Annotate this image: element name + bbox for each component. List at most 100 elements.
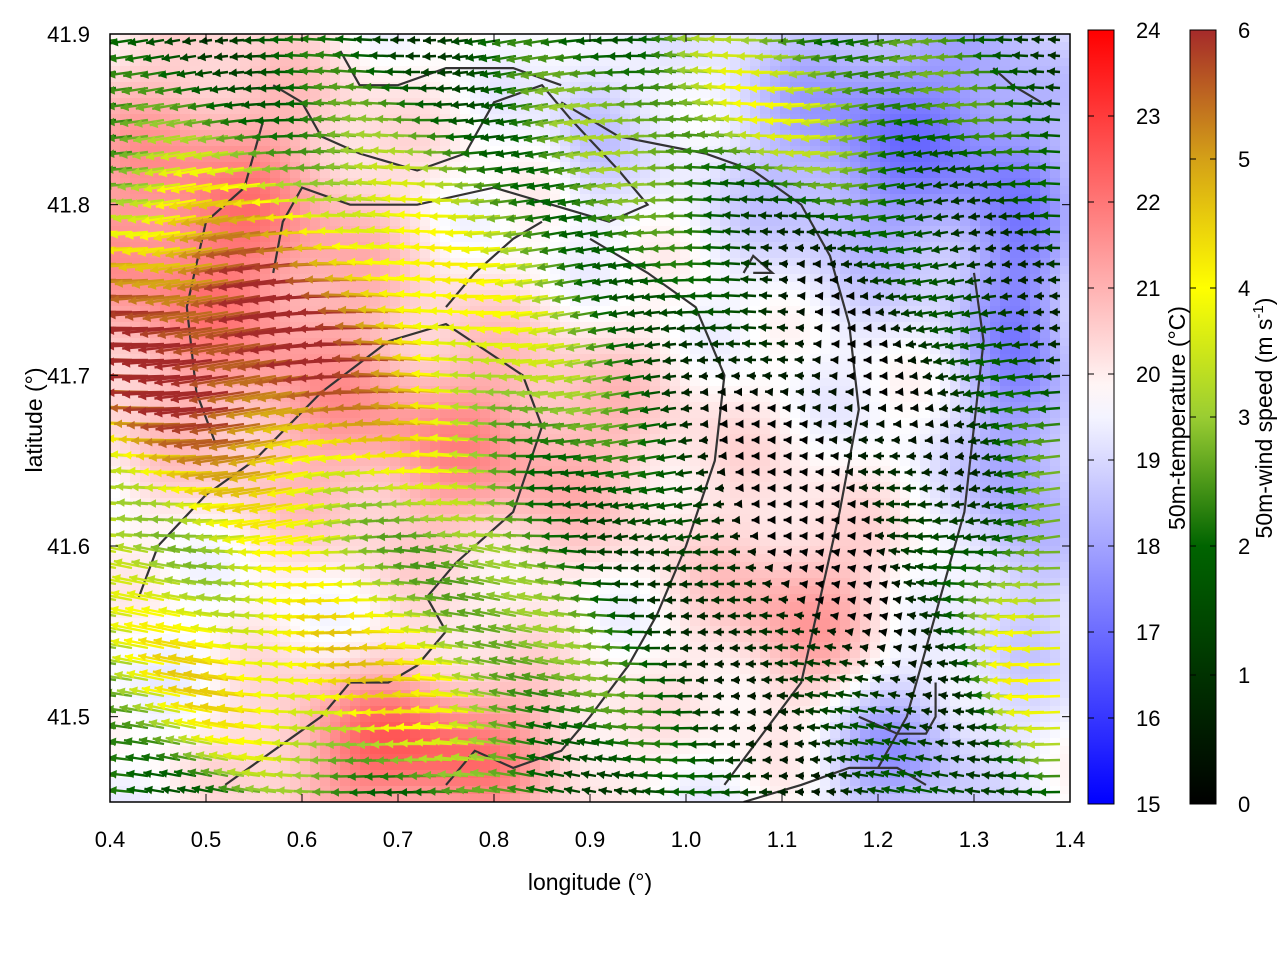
heatmap-cell <box>600 602 611 611</box>
heatmap-cell <box>110 330 121 339</box>
heatmap-cell <box>340 314 351 323</box>
heatmap-cell <box>180 650 191 659</box>
heatmap-cell <box>190 338 201 347</box>
heatmap-cell <box>360 410 371 419</box>
heatmap-cell <box>130 66 141 75</box>
heatmap-cell <box>180 530 191 539</box>
heatmap-cell <box>240 450 251 459</box>
heatmap-cell <box>450 410 461 419</box>
heatmap-cell <box>190 730 201 739</box>
heatmap-cell <box>580 602 591 611</box>
heatmap-cell <box>190 498 201 507</box>
heatmap-cell <box>610 602 621 611</box>
heatmap-cell <box>260 418 271 427</box>
heatmap-cell <box>290 634 301 643</box>
heatmap-cell <box>140 226 151 235</box>
heatmap-cell <box>470 442 481 451</box>
heatmap-cell <box>620 634 631 643</box>
heatmap-cell <box>230 418 241 427</box>
heatmap-cell <box>170 98 181 107</box>
heatmap-cell <box>180 698 191 707</box>
heatmap-cell <box>180 122 191 131</box>
heatmap-cell <box>170 82 181 91</box>
heatmap-cell <box>220 602 231 611</box>
heatmap-cell <box>110 234 121 243</box>
heatmap-cell <box>250 586 261 595</box>
heatmap-cell <box>230 698 241 707</box>
heatmap-cell <box>130 274 141 283</box>
heatmap-cell <box>400 42 411 51</box>
heatmap-cell <box>590 666 601 675</box>
heatmap-cell <box>190 634 201 643</box>
heatmap-cell <box>200 634 211 643</box>
heatmap-cell <box>260 714 271 723</box>
heatmap-cell <box>120 794 131 802</box>
heatmap-cell <box>500 458 511 467</box>
heatmap-cell <box>190 178 201 187</box>
heatmap-cell <box>520 698 531 707</box>
heatmap-cell <box>110 218 121 227</box>
heatmap-cell <box>260 274 271 283</box>
heatmap-cell <box>300 218 311 227</box>
heatmap-cell <box>110 650 121 659</box>
heatmap-cell <box>460 362 471 371</box>
heatmap-cell <box>390 90 401 99</box>
heatmap-cell <box>270 362 281 371</box>
heatmap-cell <box>480 666 491 675</box>
heatmap-cell <box>380 410 391 419</box>
heatmap-cell <box>470 778 481 787</box>
heatmap-cell <box>260 490 271 499</box>
heatmap-cell <box>110 34 121 43</box>
heatmap-cell <box>420 490 431 499</box>
heatmap-cell <box>230 530 241 539</box>
heatmap-cell <box>150 554 161 563</box>
heatmap-cell <box>340 602 351 611</box>
heatmap-cell <box>220 178 231 187</box>
heatmap-cell <box>310 250 321 259</box>
heatmap-cell <box>330 330 341 339</box>
heatmap-cell <box>130 90 141 99</box>
heatmap-cell <box>190 482 201 491</box>
heatmap-cell <box>560 762 571 771</box>
heatmap-cell <box>160 50 171 59</box>
heatmap-cell <box>600 578 611 587</box>
heatmap-cell <box>110 618 121 627</box>
heatmap-cell <box>120 106 131 115</box>
heatmap-cell <box>490 474 501 483</box>
heatmap-cell <box>380 250 391 259</box>
heatmap-cell <box>440 474 451 483</box>
heatmap-cell <box>170 154 181 163</box>
heatmap-cell <box>110 490 121 499</box>
heatmap-cell <box>210 362 221 371</box>
heatmap-cell <box>340 266 351 275</box>
heatmap-cell <box>420 442 431 451</box>
heatmap-cell <box>270 314 281 323</box>
heatmap-cell <box>480 714 491 723</box>
heatmap-cell <box>110 98 121 107</box>
heatmap-cell <box>110 122 121 131</box>
heatmap-cell <box>210 746 221 755</box>
heatmap-cell <box>130 178 141 187</box>
heatmap-cell <box>430 298 441 307</box>
heatmap-cell <box>280 122 291 131</box>
heatmap-cell <box>120 682 131 691</box>
heatmap-cell <box>210 146 221 155</box>
heatmap-cell <box>420 394 431 403</box>
heatmap-cell <box>360 266 371 275</box>
heatmap-cell <box>250 698 261 707</box>
heatmap-cell <box>390 314 401 323</box>
heatmap-cell <box>180 58 191 67</box>
heatmap-cell <box>210 650 221 659</box>
heatmap-cell <box>390 186 401 195</box>
heatmap-cell <box>190 762 201 771</box>
heatmap-cell <box>210 66 221 75</box>
heatmap-cell <box>180 490 191 499</box>
heatmap-cell <box>370 282 381 291</box>
heatmap-cell <box>380 74 391 83</box>
heatmap-cell <box>120 146 131 155</box>
heatmap-cell <box>390 554 401 563</box>
heatmap-cell <box>210 418 221 427</box>
heatmap-cell <box>440 394 451 403</box>
heatmap-cell <box>250 794 261 802</box>
heatmap-cell <box>400 426 411 435</box>
